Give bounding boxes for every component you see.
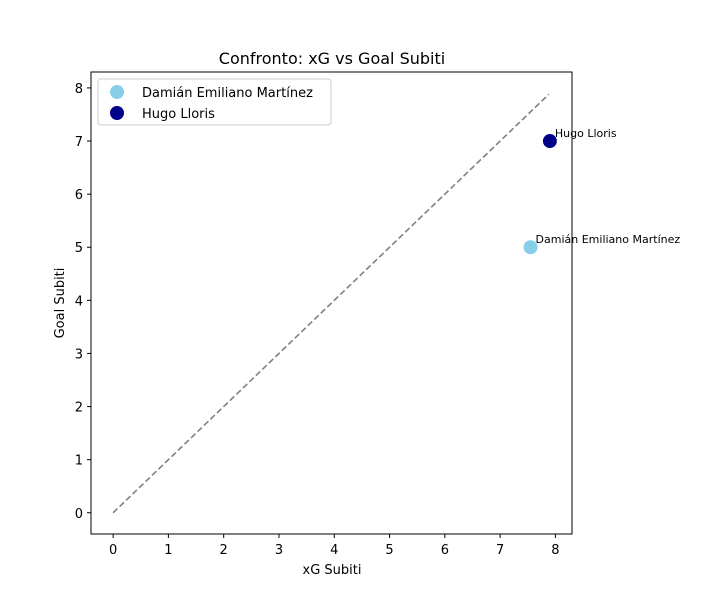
y-tick-label: 1 xyxy=(75,454,83,469)
data-point xyxy=(523,240,538,255)
legend-marker xyxy=(110,106,124,120)
legend-label: Hugo Lloris xyxy=(142,107,215,122)
y-tick-label: 2 xyxy=(75,401,83,416)
x-tick-label: 8 xyxy=(551,543,559,558)
y-tick-label: 0 xyxy=(75,507,83,522)
y-tick-label: 3 xyxy=(75,347,83,362)
y-tick-label: 6 xyxy=(75,188,83,203)
data-point xyxy=(542,134,557,149)
x-tick-label: 4 xyxy=(330,543,338,558)
x-tick-label: 2 xyxy=(220,543,228,558)
legend: Damián Emiliano Martínez Hugo Lloris xyxy=(97,78,332,126)
x-axis-label: xG Subiti xyxy=(303,563,362,578)
x-tick-label: 7 xyxy=(496,543,504,558)
reference-line xyxy=(112,93,550,514)
y-tick-label: 5 xyxy=(75,241,83,256)
x-tick-label: 3 xyxy=(275,543,283,558)
y-axis-label: Goal Subiti xyxy=(53,268,68,339)
data-point-label: Damián Emiliano Martínez xyxy=(536,233,681,246)
x-tick-label: 1 xyxy=(164,543,172,558)
data-point-label: Hugo Lloris xyxy=(555,127,617,140)
chart-title: Confronto: xG vs Goal Subiti xyxy=(219,49,445,68)
plot-area xyxy=(90,71,573,535)
legend-marker xyxy=(110,85,124,99)
y-tick-label: 7 xyxy=(75,135,83,150)
x-tick-label: 6 xyxy=(441,543,449,558)
y-tick-label: 8 xyxy=(75,82,83,97)
x-tick-label: 0 xyxy=(109,543,117,558)
x-tick-label: 5 xyxy=(385,543,393,558)
legend-label: Damián Emiliano Martínez xyxy=(142,86,313,101)
y-tick-label: 4 xyxy=(75,294,83,309)
legend-box xyxy=(97,78,332,126)
